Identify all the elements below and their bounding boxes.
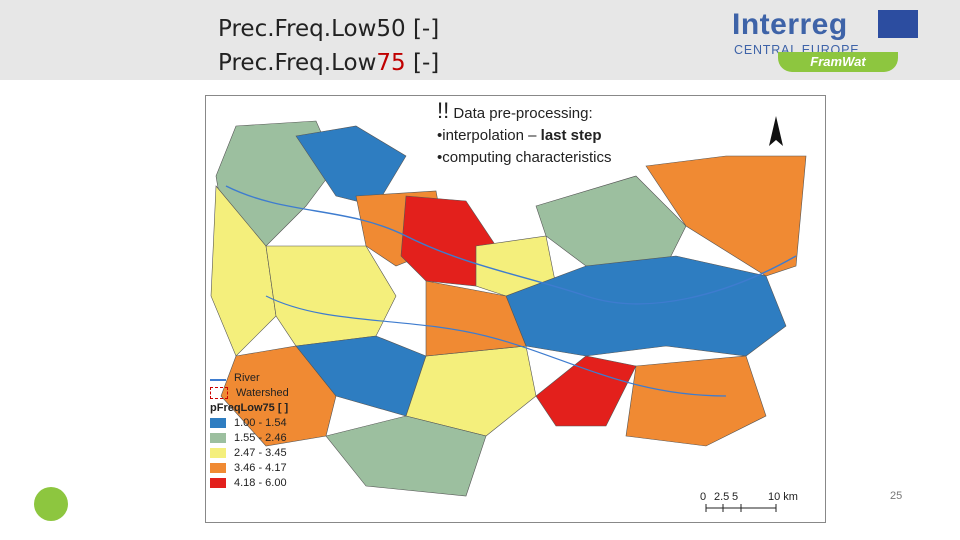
- watershed-symbol: [210, 386, 228, 399]
- eu-flag: [878, 10, 918, 38]
- map: [210, 116, 807, 512]
- watershed: [325, 415, 487, 497]
- legend-swatch: [210, 462, 226, 473]
- note-heading: !! Data pre-processing:: [437, 100, 612, 125]
- title-line: Prec.Freq.Low75 [-]: [218, 46, 439, 80]
- legend-swatch: [210, 417, 226, 428]
- page-number: 25: [890, 490, 903, 502]
- title: Prec.Freq.Low50 [-] Prec.Freq.Low75 [-]: [218, 12, 439, 80]
- footer-icon: [34, 487, 68, 521]
- legend-label: 1.00 - 1.54: [234, 416, 287, 429]
- note-text: •interpolation –: [437, 127, 541, 144]
- map-frame: [205, 95, 826, 523]
- river: [265, 295, 727, 397]
- watershed: [425, 280, 527, 357]
- legend-label: 1.55 - 2.46: [234, 431, 287, 444]
- title-part: [-]: [405, 50, 440, 76]
- river: [225, 185, 797, 305]
- legend-swatch: [210, 447, 226, 458]
- legend-label: River: [234, 371, 260, 384]
- note: !! Data pre-processing: •interpolation –…: [437, 100, 612, 169]
- legend: River Watershed pFreqLow75 [ ] 1.00 - 1.…: [210, 370, 289, 490]
- title-part: 75: [376, 50, 406, 76]
- watershed: [295, 125, 407, 207]
- legend-row: Watershed: [210, 385, 289, 400]
- legend-row: 3.46 - 4.17: [210, 460, 289, 475]
- watershed: [210, 185, 277, 357]
- note-bullet: •interpolation – last step: [437, 125, 612, 147]
- legend-row: 2.47 - 3.45: [210, 445, 289, 460]
- watershed: [265, 245, 397, 347]
- legend-swatch: [210, 432, 226, 443]
- legend-row: River: [210, 370, 289, 385]
- north-arrow: [769, 116, 783, 146]
- river-symbol: [210, 375, 226, 381]
- watershed: [505, 255, 787, 357]
- legend-swatch: [210, 477, 226, 488]
- scale-label: 5: [732, 491, 739, 503]
- legend-title: pFreqLow75 [ ]: [210, 401, 289, 414]
- legend-row: 1.00 - 1.54: [210, 415, 289, 430]
- note-bullet: •computing characteristics: [437, 149, 612, 166]
- legend-label: 4.18 - 6.00: [234, 476, 287, 489]
- legend-label: 2.47 - 3.45: [234, 446, 287, 459]
- watershed: [535, 355, 637, 427]
- legend-row: 4.18 - 6.00: [210, 475, 289, 490]
- watershed: [625, 355, 767, 447]
- title-line: Prec.Freq.Low50 [-]: [218, 16, 440, 42]
- legend-label: Watershed: [236, 386, 289, 399]
- logo-project: FramWat: [778, 52, 898, 72]
- scale-label: 2.5: [714, 491, 730, 503]
- legend-row: 1.55 - 2.46: [210, 430, 289, 445]
- logo: Interreg CENTRAL EUROPE FramWat: [730, 8, 922, 74]
- note-mark: !!: [437, 98, 450, 123]
- scale-label: 10 km: [768, 491, 798, 503]
- title-part: Prec.Freq.Low: [218, 50, 377, 76]
- note-emph: last step: [540, 127, 602, 144]
- watershed: [215, 120, 337, 247]
- scale-bar: [705, 504, 777, 512]
- logo-brand: Interreg: [732, 8, 848, 41]
- note-heading-text: Data pre-processing:: [453, 105, 593, 122]
- watershed: [645, 155, 807, 277]
- legend-label: 3.46 - 4.17: [234, 461, 287, 474]
- scale-label: 0: [700, 491, 707, 503]
